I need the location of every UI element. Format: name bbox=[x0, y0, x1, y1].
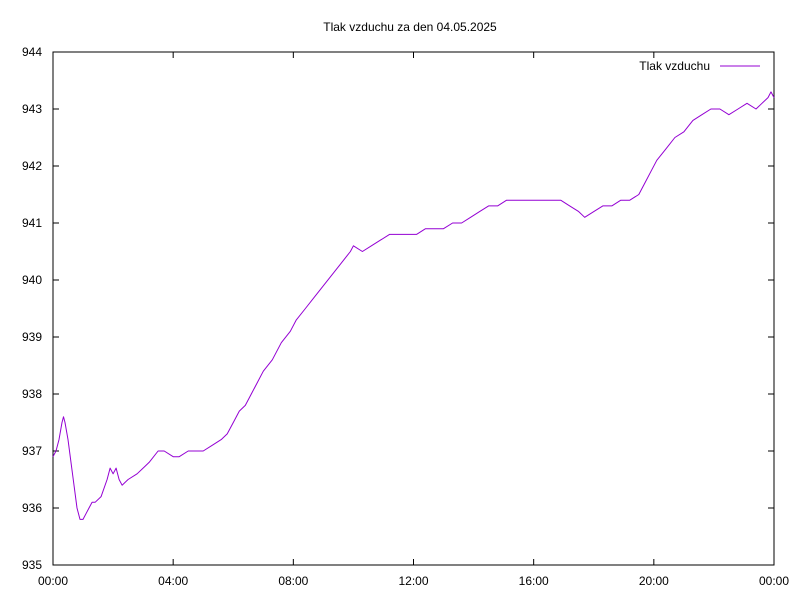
y-tick-label: 937 bbox=[22, 444, 42, 458]
y-tick-label: 935 bbox=[22, 558, 42, 572]
y-tick-label: 936 bbox=[22, 501, 42, 515]
chart-title: Tlak vzduchu za den 04.05.2025 bbox=[323, 20, 497, 34]
x-tick-label: 00:00 bbox=[38, 574, 68, 588]
series-layer bbox=[52, 91, 775, 520]
y-axis: 935 936 937 938 939 940 941 942 943 944 bbox=[22, 45, 774, 572]
legend-label: Tlak vzduchu bbox=[639, 59, 710, 73]
x-tick-label: 16:00 bbox=[519, 574, 549, 588]
x-tick-label: 20:00 bbox=[639, 574, 669, 588]
y-tick-label: 942 bbox=[22, 159, 42, 173]
y-tick-label: 943 bbox=[22, 102, 42, 116]
x-axis: 00:00 04:00 08:00 12:00 16:00 20:00 00:00 bbox=[38, 52, 789, 588]
y-tick-label: 938 bbox=[22, 387, 42, 401]
x-tick-label: 04:00 bbox=[158, 574, 188, 588]
x-tick-label: 08:00 bbox=[278, 574, 308, 588]
x-tick-label: 00:00 bbox=[759, 574, 789, 588]
series-line-0 bbox=[52, 91, 775, 520]
y-tick-label: 939 bbox=[22, 330, 42, 344]
y-tick-label: 941 bbox=[22, 216, 42, 230]
legend: Tlak vzduchu bbox=[639, 59, 760, 73]
y-tick-label: 940 bbox=[22, 273, 42, 287]
y-tick-label: 944 bbox=[22, 45, 42, 59]
x-tick-label: 12:00 bbox=[398, 574, 428, 588]
